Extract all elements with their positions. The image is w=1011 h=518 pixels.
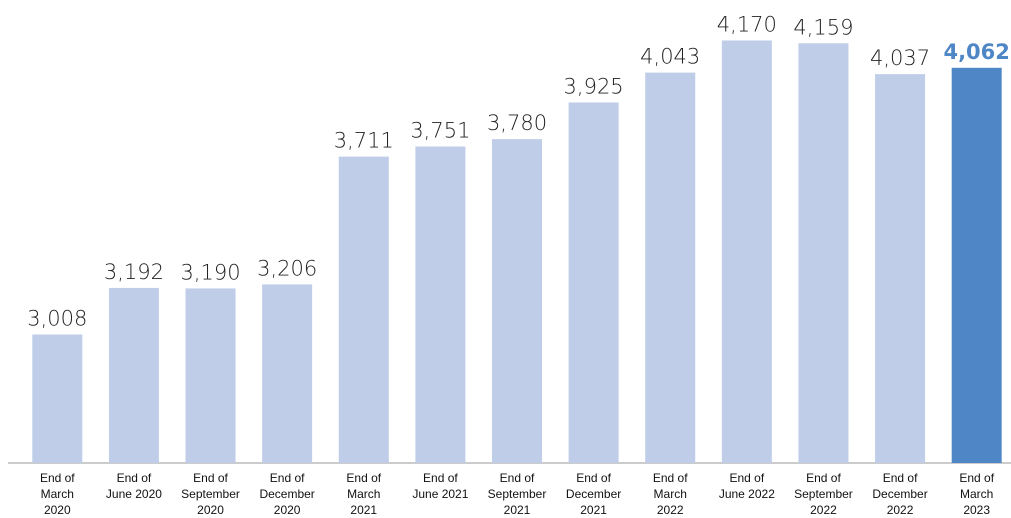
value-label: 4,043	[640, 45, 700, 69]
bar	[415, 146, 466, 463]
bar	[338, 156, 389, 463]
value-label: 4,170	[717, 12, 777, 36]
x-tick-label: End of June 2020	[105, 471, 162, 501]
value-label: 3,190	[180, 260, 240, 284]
x-tick-label: End of March 2023	[959, 471, 995, 517]
value-label: 3,751	[410, 118, 470, 142]
x-tick-label: End of June 2022	[718, 471, 775, 501]
value-label: 3,192	[104, 260, 164, 284]
value-label: 4,159	[793, 15, 853, 39]
bar	[262, 284, 313, 463]
value-label: 3,206	[257, 256, 317, 280]
x-tick-label: End of March 2022	[652, 471, 688, 517]
bar	[798, 43, 849, 463]
value-label: 4,062	[943, 40, 1009, 64]
bar	[645, 72, 696, 463]
bar	[492, 139, 542, 463]
x-tick-label: End of March 2020	[39, 471, 75, 517]
x-tick-label: End of March 2021	[346, 471, 382, 517]
x-tick-label: End of December 2021	[565, 471, 622, 517]
x-tick-label: End of September 2022	[794, 471, 853, 517]
bar	[32, 334, 83, 463]
value-label: 3,711	[334, 129, 394, 153]
bar	[875, 74, 926, 463]
x-tick-label: End of June 2021	[412, 471, 469, 501]
value-label: 3,925	[564, 74, 624, 98]
bar	[951, 67, 1002, 463]
value-label: 4,037	[870, 46, 930, 70]
x-tick-label: End of September 2020	[181, 471, 240, 517]
bar	[721, 40, 772, 464]
x-tick-label: End of September 2021	[487, 471, 547, 517]
bar	[568, 102, 619, 463]
x-tick-label: End of December 2020	[259, 471, 315, 517]
bar	[185, 288, 236, 463]
value-label: 3,008	[27, 306, 87, 330]
bar	[108, 287, 159, 463]
value-label: 3,780	[487, 111, 547, 135]
x-tick-label: End of December 2022	[872, 471, 928, 517]
